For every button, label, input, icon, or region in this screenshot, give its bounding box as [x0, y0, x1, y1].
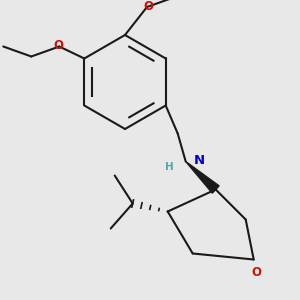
Text: O: O [143, 0, 153, 13]
Polygon shape [186, 161, 219, 193]
Text: H: H [165, 161, 174, 172]
Text: O: O [53, 39, 63, 52]
Text: O: O [252, 266, 262, 280]
Text: N: N [194, 154, 205, 167]
